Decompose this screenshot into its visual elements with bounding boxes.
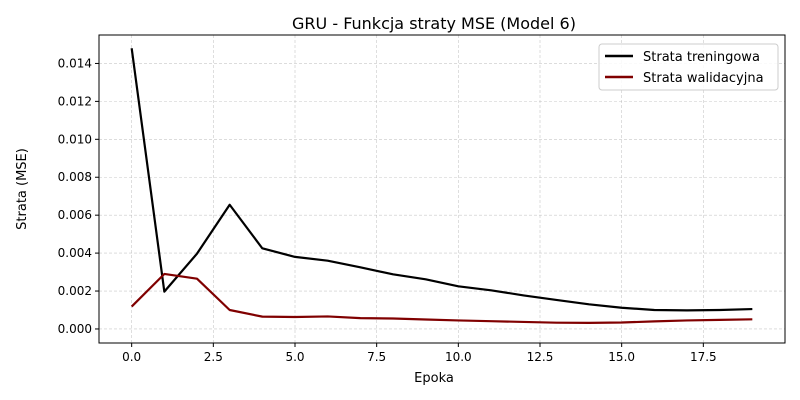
x-tick-label: 5.0 — [285, 350, 304, 364]
y-axis-ticks: 0.000 0.002 0.004 0.006 0.008 0.010 0.012 0.014 — [58, 56, 99, 336]
y-tick-label: 0.004 — [58, 246, 92, 260]
x-tick-label: 0.0 — [122, 350, 141, 364]
chart-title: GRU - Funkcja straty MSE (Model 6) — [292, 14, 576, 33]
x-tick-label: 2.5 — [204, 350, 223, 364]
plot-area-frame — [98, 34, 786, 344]
series-line-train — [130, 48, 753, 312]
y-tick-label: 0.006 — [58, 208, 92, 222]
y-tick-label: 0.002 — [58, 284, 92, 298]
x-tick-label: 17.5 — [690, 350, 717, 364]
y-tick-label: 0.000 — [58, 322, 92, 336]
series-line-validation — [130, 272, 753, 324]
x-axis-ticks: 0.0 2.5 5.0 7.5 10.0 12.5 15.0 17.5 — [122, 343, 717, 364]
legend: Strata treningowa Strata walidacyjna — [598, 43, 779, 91]
y-tick-label: 0.014 — [58, 56, 92, 70]
x-tick-label: 7.5 — [367, 350, 386, 364]
x-tick-label: 15.0 — [608, 350, 635, 364]
x-tick-label: 10.0 — [445, 350, 472, 364]
y-tick-label: 0.012 — [58, 94, 92, 108]
series-lines — [130, 48, 753, 324]
legend-box — [598, 43, 779, 91]
y-tick-label: 0.010 — [58, 132, 92, 146]
x-tick-label: 12.5 — [527, 350, 554, 364]
x-axis-label: Epoka — [414, 371, 454, 386]
y-axis-label: Strata (MSE) — [15, 148, 30, 230]
y-tick-label: 0.008 — [58, 170, 92, 184]
legend-label-train: Strata treningowa — [643, 50, 760, 65]
legend-label-validation: Strata walidacyjna — [643, 71, 764, 86]
